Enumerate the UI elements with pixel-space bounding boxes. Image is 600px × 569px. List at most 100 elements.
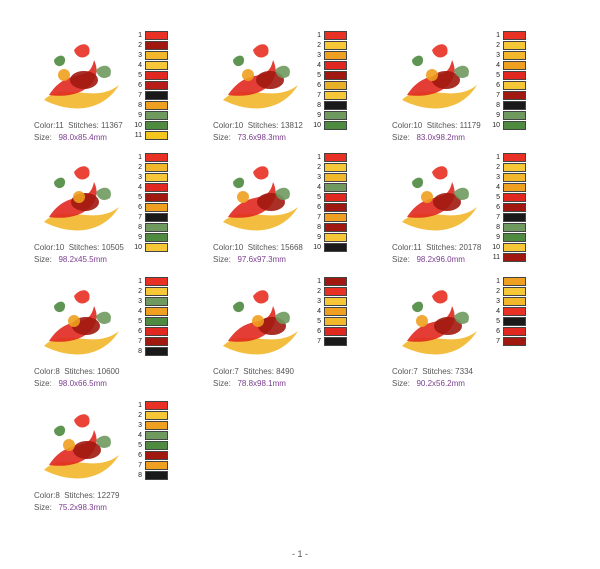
size-line: Size: 90.2x56.2mm	[392, 378, 562, 390]
size-value: 73.6x98.3mm	[237, 133, 286, 142]
thread-number: 6	[317, 204, 321, 211]
size-label: Size:	[34, 133, 52, 142]
embroidery-design-6: 1 2 3 4 5 6 7 8 9 10 11 Color:11 Stitches: 20178 Siz…	[392, 152, 562, 270]
thread-color-swatch	[145, 163, 168, 172]
stitch-count: 11367	[101, 121, 123, 130]
thread-color-swatch	[145, 307, 168, 316]
embroidery-design-5: 1 2 3 4 5 6 7 8 9 10 Color:10 Stitches: 15668 Size:…	[213, 152, 383, 270]
color-count: 10	[234, 121, 244, 130]
thread-number: 6	[138, 204, 142, 211]
thread-number: 8	[496, 224, 500, 231]
thread-number: 6	[317, 328, 321, 335]
color-label: Color:	[34, 491, 56, 500]
design-info: Color:7 Stitches: 7334 Size: 90.2x56.2mm	[392, 366, 562, 390]
ornamental-firebird-triangle-design	[34, 276, 129, 362]
color-stitches-line: Color:7 Stitches: 7334	[392, 366, 562, 378]
thread-color-swatch	[145, 153, 168, 162]
thread-color-swatch	[324, 91, 347, 100]
thread-color-swatch	[503, 31, 526, 40]
thread-number: 7	[496, 214, 500, 221]
thread-swatch-list	[503, 153, 526, 263]
thread-color-swatch	[503, 243, 526, 252]
thread-color-swatch	[145, 193, 168, 202]
color-count: 8	[55, 491, 60, 500]
thread-color-swatch	[145, 101, 168, 110]
thread-color-swatch	[145, 223, 168, 232]
thread-color-swatch	[145, 71, 168, 80]
thread-color-swatch	[145, 401, 168, 410]
size-line: Size: 75.2x98.3mm	[34, 502, 204, 514]
thread-number: 2	[138, 42, 142, 49]
thread-color-swatch	[324, 337, 347, 346]
size-value: 83.0x98.2mm	[416, 133, 465, 142]
design-info: Color:10 Stitches: 10505 Size: 98.2x45.5m…	[34, 242, 204, 266]
thread-number: 1	[138, 278, 142, 285]
color-count: 10	[234, 243, 244, 252]
thread-number: 8	[317, 102, 321, 109]
thread-color-swatch	[145, 243, 168, 252]
size-value: 98.0x66.5mm	[58, 379, 107, 388]
thread-color-swatch	[324, 277, 347, 286]
stitch-count: 11179	[459, 121, 481, 130]
thread-number: 4	[317, 308, 321, 315]
thread-number: 8	[496, 102, 500, 109]
thread-swatch-list	[145, 31, 168, 141]
thread-number: 5	[317, 194, 321, 201]
thread-number: 9	[496, 234, 500, 241]
design-info: Color:11 Stitches: 11367 Size: 98.0x85.4m…	[34, 120, 204, 144]
stitch-count: 12279	[97, 491, 120, 500]
thread-number-list: 1 2 3 4 5 6 7 8 9 10 11	[488, 153, 500, 263]
thread-number: 1	[317, 154, 321, 161]
thread-number: 7	[138, 338, 142, 345]
ornamental-firebird-border-design	[34, 152, 129, 238]
thread-color-swatch	[503, 101, 526, 110]
stitch-count: 10505	[101, 243, 124, 252]
stitch-count: 10600	[97, 367, 120, 376]
thread-number: 6	[317, 82, 321, 89]
thread-color-swatch	[145, 421, 168, 430]
thread-color-swatch	[503, 317, 526, 326]
color-count: 10	[413, 121, 423, 130]
thread-color-swatch	[503, 173, 526, 182]
size-label: Size:	[392, 133, 410, 142]
thread-color-swatch	[324, 31, 347, 40]
color-label: Color:	[392, 367, 414, 376]
size-value: 98.0x85.4mm	[58, 133, 107, 142]
thread-color-swatch	[145, 173, 168, 182]
thread-number: 6	[138, 452, 142, 459]
ornamental-firebird-flower-design	[34, 400, 129, 486]
thread-number: 7	[317, 338, 321, 345]
thread-number: 5	[138, 318, 142, 325]
thread-number: 5	[496, 72, 500, 79]
thread-number-list: 1 2 3 4 5 6 7 8	[130, 277, 142, 357]
thread-swatch-list	[324, 153, 347, 253]
thread-color-swatch	[145, 411, 168, 420]
thread-color-swatch	[503, 71, 526, 80]
color-label: Color:	[213, 367, 235, 376]
thread-number: 4	[138, 308, 142, 315]
thread-color-swatch	[503, 287, 526, 296]
thread-color-swatch	[503, 61, 526, 70]
ornamental-firebird-round-design	[213, 152, 308, 238]
thread-color-swatch	[503, 41, 526, 50]
ornamental-firebird-flowing-design	[392, 276, 487, 362]
thread-color-swatch	[145, 31, 168, 40]
color-count: 8	[55, 367, 60, 376]
embroidery-design-8: 1 2 3 4 5 6 7 Color:7 Stitches: 8490 Size: 78.8x…	[213, 276, 383, 394]
thread-color-swatch	[324, 121, 347, 130]
thread-color-swatch	[503, 307, 526, 316]
thread-number: 3	[496, 298, 500, 305]
thread-color-swatch	[503, 297, 526, 306]
thread-number: 6	[496, 204, 500, 211]
design-info: Color:10 Stitches: 11179 Size: 83.0x98.2m…	[392, 120, 562, 144]
thread-color-swatch	[145, 471, 168, 480]
thread-color-swatch	[145, 337, 168, 346]
thread-color-swatch	[145, 441, 168, 450]
thread-number: 8	[138, 224, 142, 231]
thread-number: 8	[138, 348, 142, 355]
color-label: Color:	[392, 243, 414, 252]
thread-color-swatch	[324, 163, 347, 172]
color-stitches-line: Color:7 Stitches: 8490	[213, 366, 383, 378]
thread-color-swatch	[145, 131, 168, 140]
size-line: Size: 98.2x96.0mm	[392, 254, 562, 266]
